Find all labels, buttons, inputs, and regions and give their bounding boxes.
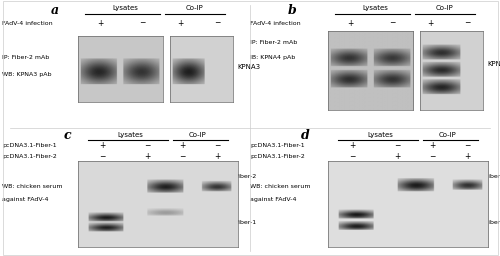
Text: IP: Fiber-2 mAb: IP: Fiber-2 mAb [2,55,50,60]
Text: +: + [144,152,150,161]
Text: KPNA4: KPNA4 [488,61,500,67]
Text: +: + [347,18,353,28]
Text: a: a [51,4,59,17]
Text: −: − [180,152,186,161]
Text: pcDNA3.1-Fiber-2: pcDNA3.1-Fiber-2 [250,154,305,159]
Text: −: − [214,141,220,151]
Text: +: + [350,141,356,151]
Text: b: b [288,4,297,17]
Text: IB: KPNA4 pAb: IB: KPNA4 pAb [250,55,295,60]
Text: −: − [390,18,396,28]
Text: Co-IP: Co-IP [188,132,206,138]
Text: Lysates: Lysates [367,132,393,138]
Text: +: + [427,18,433,28]
Text: c: c [64,129,72,142]
Text: −: − [350,152,356,161]
Text: Co-IP: Co-IP [438,132,456,138]
Text: +: + [177,18,183,28]
Text: −: − [464,18,470,28]
Text: +: + [97,18,103,28]
Text: WB: chicken serum: WB: chicken serum [250,184,310,189]
Text: −: − [394,141,400,151]
Text: −: − [214,18,220,28]
Text: FAdV-4 infection: FAdV-4 infection [2,20,53,26]
Text: +: + [464,152,470,161]
Text: Fiber-2: Fiber-2 [485,174,500,179]
Text: FAdV-4 infection: FAdV-4 infection [250,20,300,26]
Text: against FAdV-4: against FAdV-4 [250,197,296,202]
Text: Fiber-1: Fiber-1 [485,220,500,225]
Text: pcDNA3.1-Fiber-1: pcDNA3.1-Fiber-1 [250,143,304,148]
Text: Co-IP: Co-IP [186,5,204,11]
Text: d: d [300,129,310,142]
Text: pcDNA3.1-Fiber-2: pcDNA3.1-Fiber-2 [2,154,57,159]
Text: −: − [464,141,470,151]
Text: Lysates: Lysates [112,5,138,11]
Text: +: + [394,152,400,161]
Text: +: + [430,141,436,151]
Text: +: + [100,141,105,151]
Text: WB: chicken serum: WB: chicken serum [2,184,63,189]
Text: pcDNA3.1-Fiber-1: pcDNA3.1-Fiber-1 [2,143,57,148]
Text: Lysates: Lysates [117,132,143,138]
Text: IP: Fiber-2 mAb: IP: Fiber-2 mAb [250,40,297,45]
Text: Fiber-1: Fiber-1 [235,220,256,225]
Text: against FAdV-4: against FAdV-4 [2,197,49,202]
Text: −: − [100,152,105,161]
Text: +: + [214,152,220,161]
Text: −: − [144,141,150,151]
Text: −: − [140,18,145,28]
Text: Lysates: Lysates [362,5,388,11]
Text: Fiber-2: Fiber-2 [235,174,256,179]
Text: +: + [180,141,186,151]
Text: Co-IP: Co-IP [436,5,454,11]
Text: WB: KPNA3 pAb: WB: KPNA3 pAb [2,72,52,77]
Text: KPNA3: KPNA3 [238,63,260,70]
Text: −: − [430,152,436,161]
